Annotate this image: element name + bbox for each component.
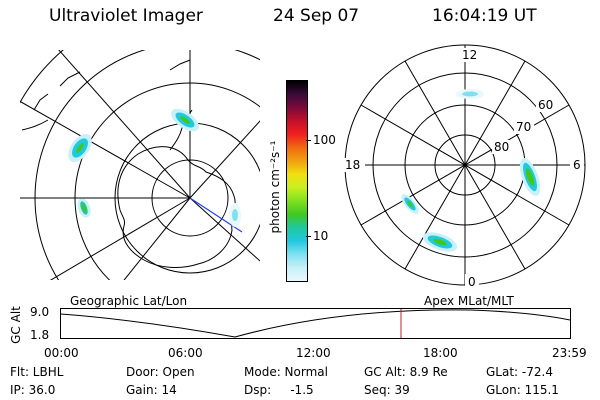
timeline-xtick: 00:00 — [44, 346, 79, 360]
colorbar-tick — [306, 236, 311, 237]
timeline-xtick: 12:00 — [296, 346, 331, 360]
image-date: 24 Sep 07 — [273, 6, 360, 26]
instrument-title: Ultraviolet Imager — [49, 6, 203, 26]
meridian-line — [49, 197, 191, 280]
auroral-emission — [68, 108, 241, 227]
ip-info: IP: 36.0 — [10, 383, 56, 397]
meridian-line — [189, 120, 260, 199]
mlt-label-dawn: 6 — [573, 158, 581, 172]
glon-info: GLon: 115.1 — [486, 383, 559, 397]
geographic-projection-label: Geographic Lat/Lon — [70, 294, 188, 308]
colorbar-tick-label: 100 — [313, 133, 336, 147]
meridian-line — [58, 50, 191, 199]
auroral-oval — [401, 89, 541, 252]
image-time: 16:04:19 UT — [432, 6, 537, 26]
meridian-line — [20, 100, 191, 199]
timeline-ytick: 1.8 — [30, 328, 50, 342]
mlt-label-midnight: 0 — [468, 275, 476, 289]
magnetic-map: 12 18 6 0 60 70 80 — [343, 44, 586, 289]
timeline-ytick: 9.0 — [30, 305, 50, 319]
altitude-timeline — [60, 308, 571, 339]
latitude-ring — [74, 82, 260, 280]
geographic-map — [20, 50, 260, 280]
mlat-label: 60 — [538, 98, 553, 112]
door-info: Door: Open — [126, 365, 195, 379]
magnetic-projection-label: Apex MLat/MLT — [424, 294, 514, 308]
sequence-info: Seq: 39 — [364, 383, 410, 397]
mlt-label-noon: 12 — [462, 48, 477, 62]
mlt-label-dusk: 18 — [345, 158, 360, 172]
coastline — [21, 59, 191, 131]
latitude-ring — [20, 50, 64, 104]
mlat-label: 70 — [516, 120, 531, 134]
altitude-curve — [60, 309, 571, 338]
mlat-label: 80 — [494, 140, 509, 154]
timeline-xtick: 18:00 — [423, 346, 458, 360]
gain-info: Gain: 14 — [126, 383, 177, 397]
timeline-xtick: 06:00 — [168, 346, 203, 360]
dsp-info: Dsp: -1.5 — [244, 383, 314, 397]
colorbar-gradient — [287, 81, 307, 281]
colorbar-unit-label: photon cm⁻²s⁻¹ — [268, 140, 282, 234]
gc-altitude-info: GC Alt: 8.9 Re — [364, 365, 448, 379]
meridian-line — [123, 197, 191, 280]
colorbar-tick — [306, 140, 311, 141]
colorbar-tick-label: 10 — [313, 229, 329, 243]
timeline-xtick: 23:59 — [552, 346, 587, 360]
timeline-ylabel: GC Alt — [9, 306, 23, 344]
mode-info: Mode: Normal — [244, 365, 328, 379]
mlt-line — [360, 104, 570, 226]
glat-info: GLat: -72.4 — [486, 365, 553, 379]
meridian-line — [189, 197, 260, 262]
filter-info: Flt: LBHL — [10, 365, 64, 379]
colorbar — [286, 80, 308, 282]
